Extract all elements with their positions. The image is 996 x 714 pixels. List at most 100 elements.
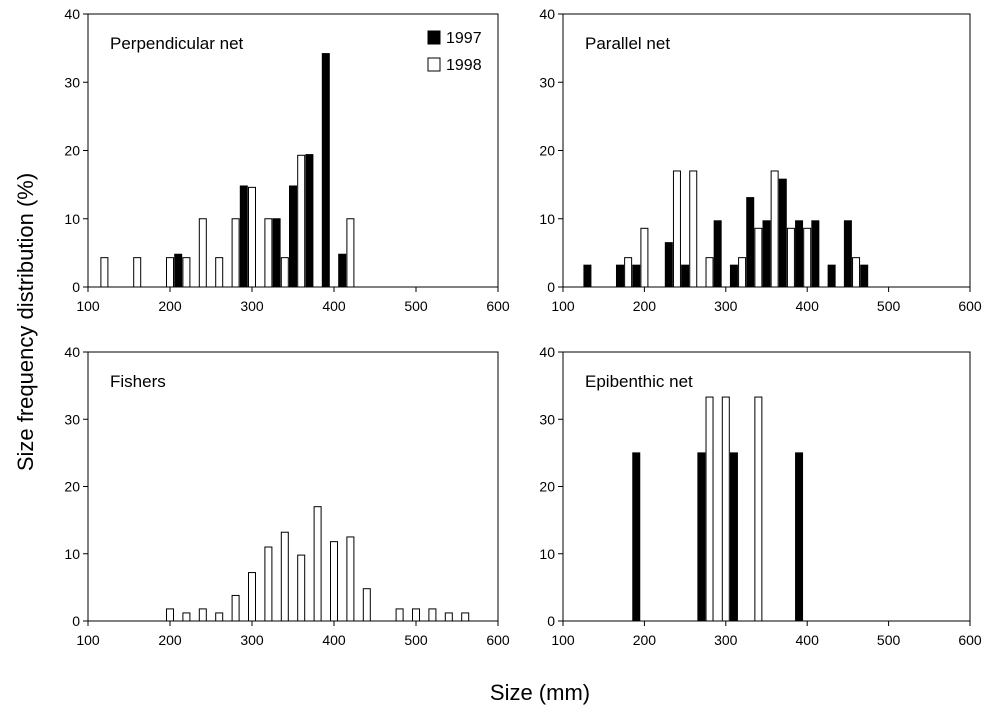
x-tick-label: 600 — [958, 632, 982, 648]
bar-1998-320 — [738, 257, 747, 288]
x-tick-label: 400 — [322, 298, 346, 314]
bar-1997-410 — [338, 253, 347, 288]
bar-1997-170 — [615, 264, 624, 288]
bar-1998-340 — [754, 396, 763, 622]
panel-2: 0 10 20 30 40 100 200 300 400 500 600 Parallel net — [539, 6, 981, 314]
bar-1997-190 — [632, 264, 641, 288]
legend-swatch-1997 — [427, 30, 441, 45]
x-tick-label: 500 — [877, 298, 901, 314]
bar-1997-330 — [746, 197, 755, 288]
bar-1998-200 — [166, 257, 174, 288]
y-tick-label: 10 — [539, 546, 555, 562]
bar-1997-310 — [729, 452, 738, 622]
y-tick-label: 0 — [547, 279, 555, 295]
x-tick-label: 200 — [158, 298, 182, 314]
bar-1997-390 — [795, 220, 804, 288]
plot-frame — [562, 351, 971, 622]
y-tick-label: 30 — [539, 74, 555, 90]
bar-1997-350 — [762, 220, 771, 288]
y-tick-label: 40 — [64, 6, 80, 22]
bar-1997-130 — [583, 264, 592, 288]
bar-1998-380 — [313, 506, 322, 622]
y-tick-label: 10 — [64, 546, 80, 562]
x-tick-label: 100 — [76, 298, 100, 314]
bar-1998-440 — [362, 588, 371, 622]
bar-1997-410 — [811, 220, 820, 288]
bar-1998-360 — [297, 154, 306, 288]
x-tick-label: 600 — [486, 632, 510, 648]
bar-1997-390 — [321, 53, 330, 288]
panel-4: 0 10 20 30 40 100 200 300 400 500 600 Epibenthic ne… — [539, 344, 981, 648]
y-tick-label: 20 — [539, 479, 555, 495]
x-tick-label: 300 — [714, 298, 738, 314]
legend-label-1998: 1998 — [446, 57, 482, 74]
bar-1998-400 — [803, 227, 812, 288]
bar-1998-240 — [198, 608, 207, 622]
y-tick-label: 20 — [64, 479, 80, 495]
x-tick-label: 400 — [796, 298, 820, 314]
bar-1998-280 — [231, 594, 240, 622]
bar-1998-500 — [412, 608, 420, 622]
bar-1998-300 — [721, 396, 730, 622]
y-tick-label: 20 — [539, 143, 555, 159]
bar-1997-450 — [843, 220, 852, 288]
bar-1997-390 — [795, 452, 804, 622]
bar-1998-160 — [133, 257, 142, 288]
bar-1997-270 — [697, 452, 706, 622]
bar-1997-230 — [664, 242, 673, 288]
bar-1998-320 — [264, 218, 273, 288]
bar-1998-340 — [280, 257, 289, 288]
bar-1998-520 — [428, 608, 437, 622]
bar-1997-250 — [681, 264, 690, 288]
bar-1998-340 — [754, 227, 763, 288]
bar-1998-280 — [705, 396, 714, 622]
bar-1997-290 — [239, 185, 248, 288]
bar-1998-480 — [395, 608, 404, 622]
bar-1998-360 — [770, 170, 779, 288]
x-tick-label: 400 — [796, 632, 820, 648]
bar-1997-350 — [289, 185, 297, 288]
y-tick-label: 0 — [72, 279, 80, 295]
panel-label: Parallel net — [585, 34, 670, 53]
x-tick-label: 400 — [322, 632, 346, 648]
x-tick-label: 300 — [240, 298, 264, 314]
bar-1998-320 — [264, 546, 273, 622]
bar-1998-260 — [689, 170, 698, 288]
y-axis-label: Size frequency distribution (%) — [13, 173, 38, 471]
bar-1998-260 — [215, 612, 224, 622]
y-tick-label: 0 — [72, 613, 80, 629]
y-tick-label: 40 — [539, 344, 555, 360]
bar-1997-330 — [272, 218, 281, 288]
bar-1998-460 — [852, 257, 861, 288]
x-tick-label: 100 — [76, 632, 100, 648]
y-tick-label: 30 — [64, 74, 80, 90]
bar-1998-260 — [215, 257, 224, 288]
y-tick-label: 40 — [64, 344, 80, 360]
x-tick-label: 600 — [958, 298, 982, 314]
panel-3: 0 10 20 30 40 100 200 300 400 500 600 Fishers — [64, 344, 509, 648]
bar-1998-120 — [100, 257, 109, 288]
bar-1998-240 — [672, 170, 681, 288]
legend-label-1997: 1997 — [446, 30, 482, 47]
bar-1998-240 — [198, 218, 207, 288]
bar-1997-310 — [729, 264, 738, 288]
bar-1998-540 — [444, 612, 453, 622]
panel-label: Epibenthic net — [585, 372, 693, 391]
bar-1998-220 — [182, 612, 191, 622]
bar-1997-370 — [305, 154, 314, 288]
bar-1997-470 — [860, 264, 869, 288]
bar-1998-300 — [248, 186, 256, 288]
bar-1998-340 — [280, 531, 289, 622]
y-tick-label: 10 — [64, 211, 80, 227]
x-tick-label: 200 — [633, 632, 657, 648]
bar-1998-300 — [248, 572, 256, 622]
bar-1997-210 — [174, 253, 183, 288]
bar-1998-220 — [182, 257, 191, 288]
y-tick-label: 40 — [539, 6, 555, 22]
bar-1998-560 — [461, 612, 470, 622]
x-tick-label: 500 — [404, 632, 428, 648]
x-tick-label: 500 — [404, 298, 428, 314]
bar-1997-290 — [713, 220, 722, 288]
x-tick-label: 200 — [633, 298, 657, 314]
